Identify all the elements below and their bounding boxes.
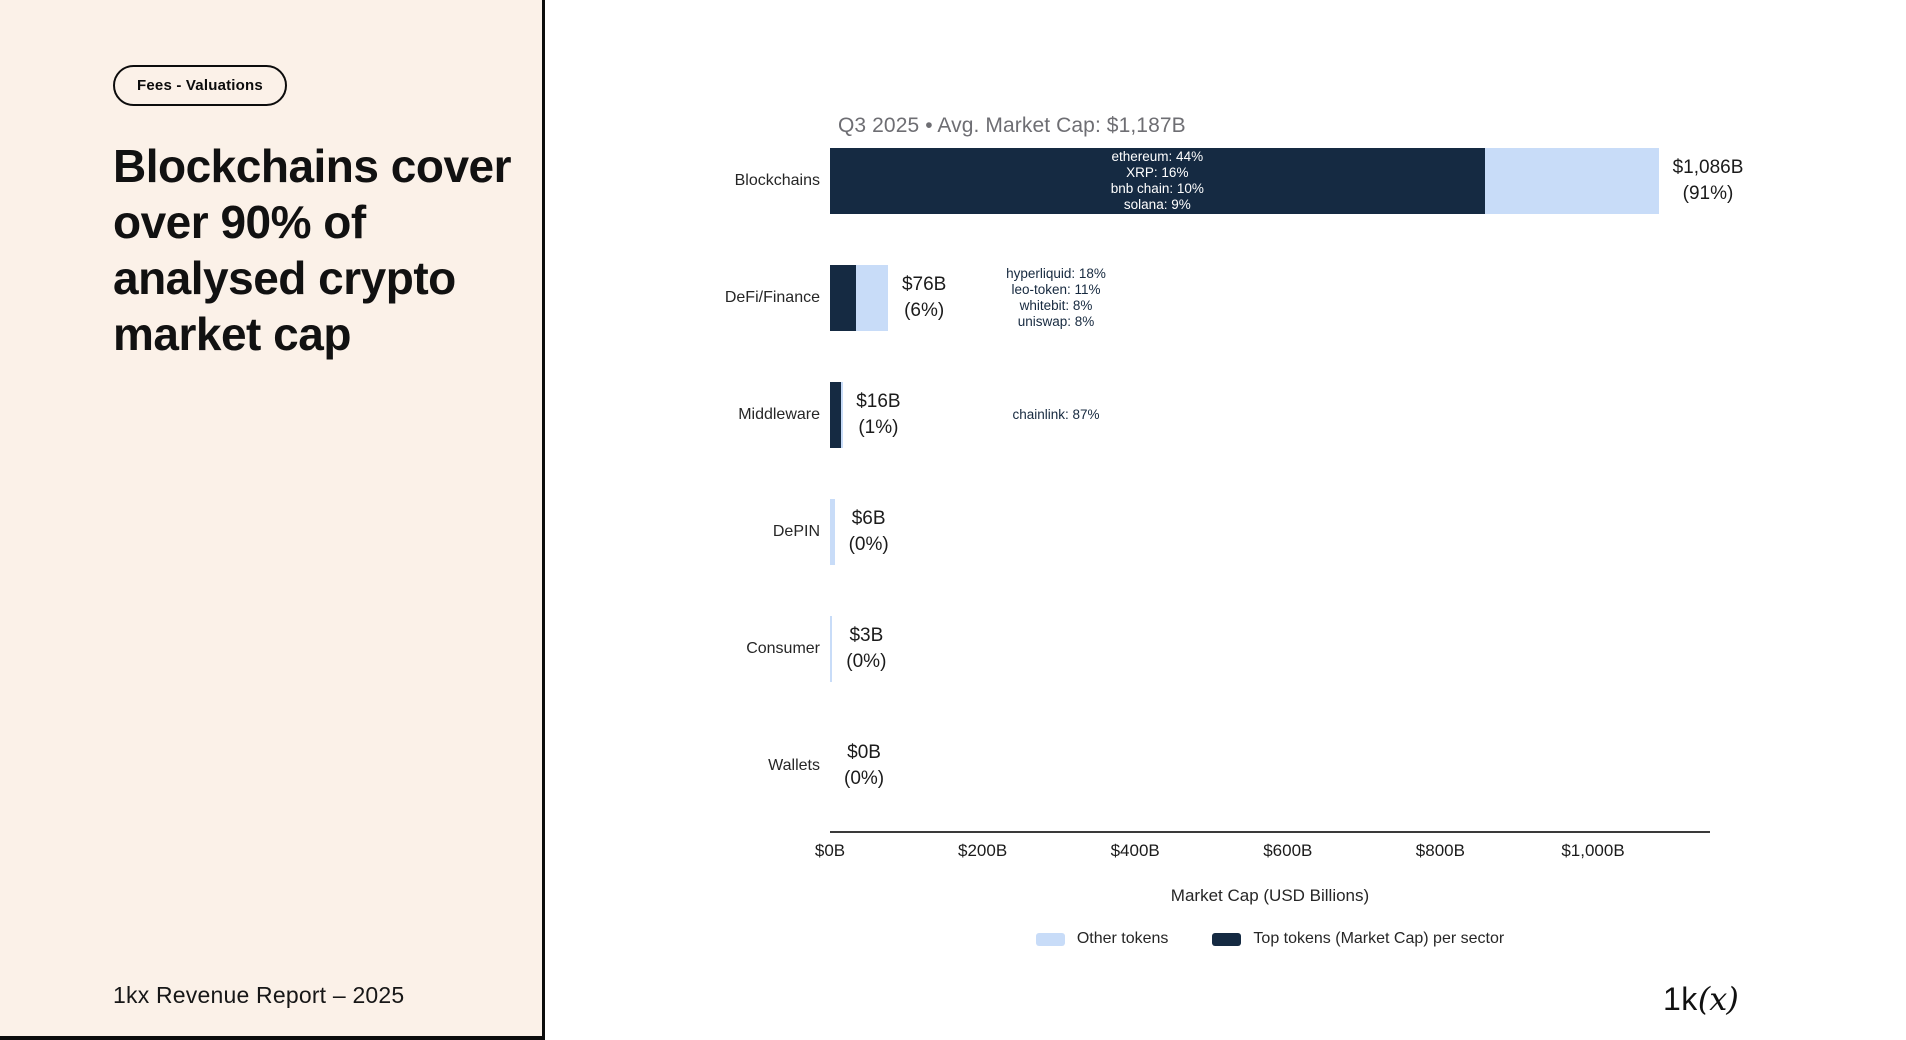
category-label-wallets: Wallets bbox=[768, 757, 820, 774]
legend-swatch-top-tokens bbox=[1212, 932, 1242, 946]
bar-top-tokens-segment bbox=[830, 382, 841, 448]
top-tokens-annotation: chainlink: 87% bbox=[1012, 407, 1100, 422]
legend-label-other-tokens: Other tokens bbox=[1076, 930, 1169, 947]
bar-other-tokens-segment bbox=[830, 616, 833, 682]
x-axis-tick: $0B bbox=[814, 841, 846, 860]
section-badge: Fees - Valuations bbox=[113, 65, 287, 106]
bar-top-tokens-segment bbox=[830, 265, 856, 331]
bar-value-label: $0B (0%) bbox=[844, 742, 885, 789]
bar-top-tokens-segment bbox=[830, 148, 1485, 214]
x-axis-line bbox=[830, 831, 1710, 833]
top-tokens-annotation: hyperliquid: 18% leo-token: 11% whitebit: … bbox=[1006, 266, 1106, 329]
report-footer: 1kx Revenue Report – 2025 bbox=[113, 982, 405, 1008]
slide-title: Blockchains cover over 90% of analysed c… bbox=[113, 140, 512, 360]
category-label-blockchains: Blockchains bbox=[734, 172, 820, 189]
x-axis-tick: $400B bbox=[1110, 841, 1160, 860]
section-badge-label: Fees - Valuations bbox=[137, 77, 263, 94]
legend-item-top-tokens: Top tokens (Market Cap) per sector bbox=[1212, 930, 1504, 948]
legend-item-other-tokens: Other tokens bbox=[1035, 930, 1169, 948]
x-axis-tick: $200B bbox=[958, 841, 1008, 860]
legend-label-top-tokens: Top tokens (Market Cap) per sector bbox=[1253, 930, 1505, 947]
category-label-consumer: Consumer bbox=[746, 640, 820, 657]
legend-swatch-other-tokens bbox=[1035, 932, 1065, 946]
bar-other-tokens-segment bbox=[840, 382, 843, 448]
bar-other-tokens-segment bbox=[830, 499, 835, 565]
brand-logo: 1k(x) bbox=[1663, 980, 1739, 1018]
bar-value-label: $6B (0%) bbox=[848, 508, 889, 555]
brand-logo-x: (x) bbox=[1697, 980, 1739, 1018]
chart-title: Q3 2025 • Avg. Market Cap: $1,187B bbox=[838, 114, 1186, 137]
bar-value-label: $16B (1%) bbox=[856, 391, 901, 438]
bar-value-label: $1,086B (91%) bbox=[1672, 157, 1744, 204]
bar-value-label: $76B (6%) bbox=[901, 274, 947, 321]
category-label-depin: DePIN bbox=[772, 523, 820, 540]
x-axis-tick: $1,000B bbox=[1561, 841, 1625, 860]
bar-other-tokens-segment bbox=[855, 265, 888, 331]
x-axis-tick: $600B bbox=[1263, 841, 1313, 860]
bar-other-tokens-segment bbox=[1484, 148, 1659, 214]
bar-value-label: $3B (0%) bbox=[846, 625, 887, 672]
x-axis-tick: $800B bbox=[1415, 841, 1465, 860]
chart-legend: Other tokens Top tokens (Market Cap) per… bbox=[830, 930, 1710, 948]
top-tokens-annotation: ethereum: 44% XRP: 16% bnb chain: 10% solan… bbox=[1110, 149, 1204, 212]
left-panel: Fees - Valuations Blockchains cover over… bbox=[0, 0, 545, 1040]
category-label-defi-finance: DeFi/Finance bbox=[724, 289, 820, 306]
x-axis-label: Market Cap (USD Billions) bbox=[1170, 886, 1370, 905]
brand-logo-prefix: 1k bbox=[1663, 981, 1698, 1017]
category-label-middleware: Middleware bbox=[738, 406, 820, 423]
